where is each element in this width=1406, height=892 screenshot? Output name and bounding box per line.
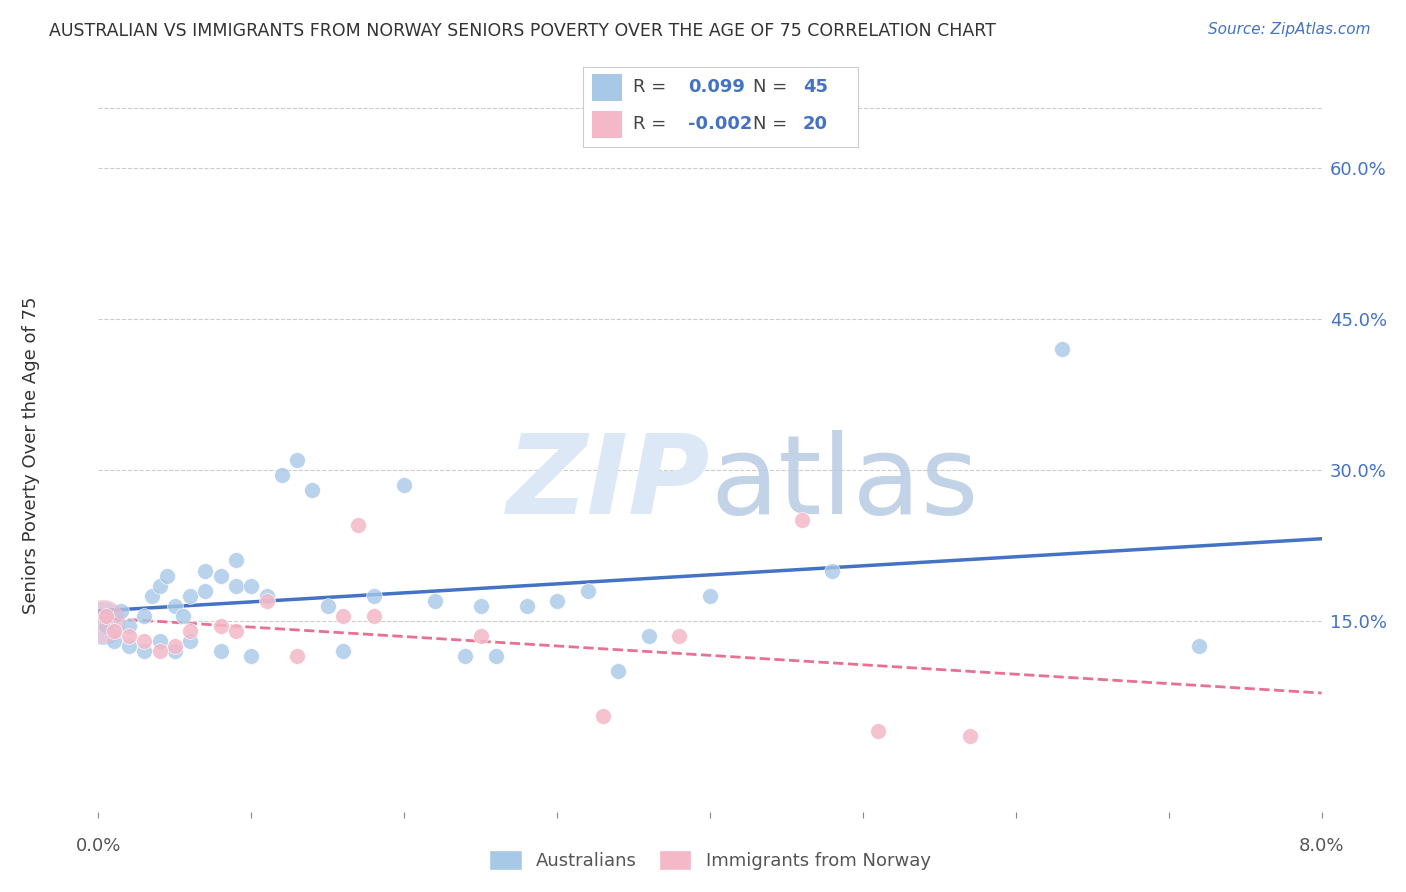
Point (285, 453, 308, 467)
Point (172, 608, 194, 623)
Point (423, 593, 446, 607)
Point (149, 633, 172, 648)
Point (209, 619, 232, 633)
Bar (592, 112, 621, 137)
Point (470, 629, 492, 643)
Point (454, 648, 477, 663)
Text: -0.002: -0.002 (688, 115, 752, 133)
Point (91, 614, 114, 628)
Point (363, 608, 385, 623)
Point (134, 633, 156, 648)
Text: AUSTRALIAN VS IMMIGRANTS FROM NORWAY SENIORS POVERTY OVER THE AGE OF 75 CORRELAT: AUSTRALIAN VS IMMIGRANTS FROM NORWAY SEN… (49, 22, 995, 40)
Point (516, 599, 538, 613)
Bar (592, 74, 621, 101)
Point (163, 599, 186, 613)
Point (94, 608, 117, 623)
Text: Source: ZipAtlas.com: Source: ZipAtlas.com (1208, 22, 1371, 37)
Text: 20: 20 (803, 115, 828, 133)
Point (592, 709, 614, 723)
Text: atlas: atlas (710, 430, 979, 537)
Point (209, 644, 232, 658)
Point (790, 513, 813, 527)
Point (285, 648, 308, 663)
Text: R =: R = (633, 115, 672, 133)
Point (699, 589, 721, 603)
Point (118, 639, 141, 653)
Point (118, 629, 141, 643)
Point (546, 593, 568, 607)
Point (103, 624, 125, 638)
Text: R =: R = (633, 78, 672, 96)
Point (607, 664, 630, 678)
Text: ZIP: ZIP (506, 430, 710, 537)
Point (959, 729, 981, 743)
Point (179, 589, 201, 603)
Point (470, 599, 492, 613)
Text: Seniors Poverty Over the Age of 75: Seniors Poverty Over the Age of 75 (22, 296, 41, 614)
Point (103, 633, 125, 648)
Text: 45: 45 (803, 78, 828, 96)
Point (134, 608, 156, 623)
Point (868, 724, 890, 739)
Point (163, 644, 186, 658)
Point (332, 644, 354, 658)
Point (118, 619, 141, 633)
Point (209, 568, 232, 582)
Point (194, 564, 217, 578)
Text: 0.0%: 0.0% (76, 837, 121, 855)
Point (637, 629, 661, 643)
Point (179, 633, 201, 648)
Point (225, 624, 247, 638)
Point (225, 578, 247, 592)
Point (270, 468, 294, 483)
Point (240, 648, 263, 663)
Point (1188, 639, 1211, 653)
Point (194, 583, 217, 598)
Point (163, 639, 186, 653)
Text: 0.099: 0.099 (688, 78, 745, 96)
Point (141, 589, 163, 603)
Point (821, 564, 844, 578)
Text: N =: N = (754, 115, 793, 133)
Point (91, 615, 114, 630)
Point (485, 648, 508, 663)
Point (156, 568, 179, 582)
Point (256, 589, 278, 603)
Point (316, 599, 339, 613)
Point (110, 604, 132, 618)
Point (240, 578, 263, 592)
Point (256, 593, 278, 607)
Point (225, 553, 247, 567)
Point (332, 608, 354, 623)
Point (363, 589, 385, 603)
Point (134, 644, 156, 658)
Point (179, 624, 201, 638)
Point (668, 629, 690, 643)
Point (94, 619, 117, 633)
Point (392, 478, 416, 492)
Point (149, 644, 172, 658)
Legend: Australians, Immigrants from Norway: Australians, Immigrants from Norway (489, 850, 931, 871)
Text: 8.0%: 8.0% (1299, 837, 1344, 855)
Text: N =: N = (754, 78, 793, 96)
Point (576, 583, 599, 598)
Point (301, 483, 323, 497)
Point (149, 578, 172, 592)
Point (347, 518, 370, 533)
Point (1050, 343, 1073, 357)
